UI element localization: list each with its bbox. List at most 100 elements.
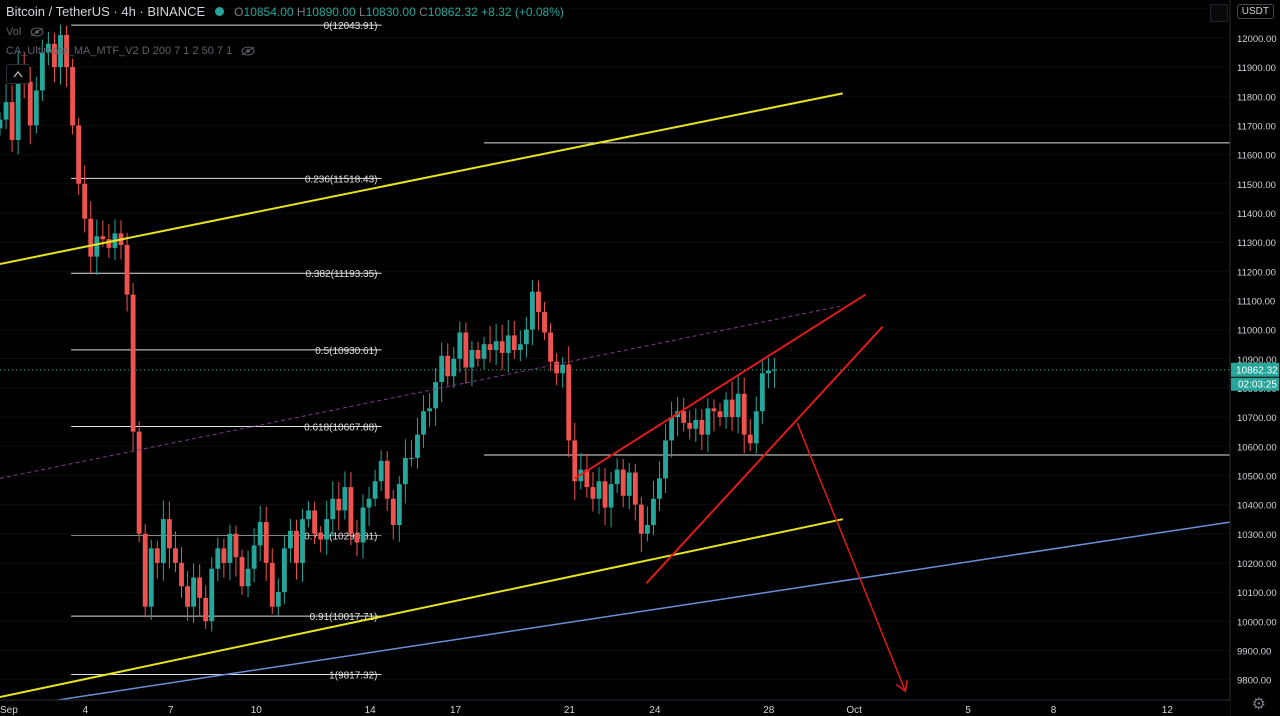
candle-body <box>614 469 620 485</box>
candle-body <box>257 522 263 546</box>
hidden-eye-icon[interactable] <box>241 46 255 56</box>
candle-body <box>439 355 445 383</box>
candle-body <box>360 507 366 543</box>
fib-level-label: 0.236(11518.43) <box>305 174 378 185</box>
currency-label[interactable]: USDT <box>1236 4 1274 19</box>
candle-body <box>342 487 348 511</box>
low-value: 10830.00 <box>365 4 416 19</box>
candle-body <box>281 548 287 593</box>
candle-body <box>590 487 596 499</box>
price-tick-label: 11500.00 <box>1237 180 1276 191</box>
candle-body <box>445 355 451 377</box>
candle-body <box>384 460 390 499</box>
fib-level-label: 0.618(10667.88) <box>304 422 377 433</box>
fibonacci-retracement[interactable]: 0(12043.91) 0.236(11518.43) 0.382(11193.35… <box>71 21 382 682</box>
candle-body <box>626 472 632 496</box>
price-tick-label: 10900.00 <box>1237 355 1277 366</box>
candle-body <box>124 245 130 295</box>
time-tick-label: 14 <box>365 705 377 716</box>
candle-body <box>554 361 560 374</box>
candle-body <box>427 408 432 412</box>
candle-body <box>481 344 487 359</box>
trendlines[interactable] <box>0 92 1231 710</box>
price-tick-label: 10600.00 <box>1237 442 1277 453</box>
candle-body <box>451 358 457 377</box>
collapse-indicators-button[interactable] <box>6 64 30 84</box>
price-axis[interactable]: 9800.00 9900.00 10000.00 10100.00 10200.00 10… <box>1229 0 1280 716</box>
candle-body <box>166 519 172 549</box>
candle-body <box>33 90 39 126</box>
candle-body <box>717 411 723 418</box>
candle-body <box>233 533 239 558</box>
candle-body <box>94 236 100 257</box>
price-tick-label: 10700.00 <box>1237 413 1277 424</box>
candle-body <box>269 562 275 607</box>
candle-body <box>735 393 741 418</box>
candle-body <box>681 411 687 423</box>
candle-body <box>39 52 45 91</box>
candle-body <box>699 420 705 435</box>
candle-body <box>0 119 3 129</box>
projection-arrow <box>796 422 905 691</box>
toolbar-square-button[interactable] <box>1210 4 1228 22</box>
candle-body <box>390 498 396 525</box>
chart-legend-header: Bitcoin / TetherUS · 4h · BINANCE O10854… <box>6 4 564 19</box>
price-tick-label: 11900.00 <box>1237 63 1276 74</box>
fib-level-label: 0.5(10930.61) <box>315 346 377 357</box>
candle-body <box>179 562 184 587</box>
candle-body <box>505 335 511 353</box>
time-tick-label: 8 <box>1051 705 1057 716</box>
candle-body <box>148 548 154 607</box>
candle-body <box>221 548 227 563</box>
candle-body <box>215 548 221 569</box>
candle-body <box>542 312 547 333</box>
time-axis[interactable]: Sep 4 7 10 14 17 21 24 28 Oct 5 8 12 <box>0 699 1230 716</box>
candle-body <box>523 329 529 345</box>
price-tick-label: 11000.00 <box>1237 326 1276 337</box>
candle-body <box>663 440 668 479</box>
candle-body <box>396 484 402 525</box>
volume-indicator[interactable]: Vol <box>6 26 44 38</box>
candle-body <box>548 332 554 362</box>
fib-level-label: 0.786(10293.81) <box>304 532 377 543</box>
candle-body <box>263 522 269 563</box>
candle-body <box>245 568 251 587</box>
candle-body <box>64 35 69 68</box>
ma-indicator[interactable]: CA_Ultimate_MA_MTF_V2 D 200 7 1 2 50 7 1 <box>6 45 255 57</box>
candle-body <box>312 510 318 534</box>
hidden-eye-icon[interactable] <box>30 27 44 37</box>
candle-body <box>330 498 336 520</box>
gear-icon[interactable]: ⚙ <box>1251 696 1266 713</box>
price-tick-label: 11400.00 <box>1237 209 1276 220</box>
candle-body <box>324 519 330 540</box>
countdown-tag <box>1231 377 1279 391</box>
candle-body <box>566 364 572 441</box>
high-value: 10890.00 <box>305 4 356 19</box>
candle-body <box>772 369 777 371</box>
candle-body <box>3 102 9 120</box>
candle-body <box>572 440 578 482</box>
candle-body <box>306 510 311 520</box>
price-tick-label: 12000.00 <box>1237 34 1277 45</box>
candle-body <box>45 43 51 53</box>
candle-body <box>765 370 771 374</box>
time-tick-label: 10 <box>251 705 263 716</box>
candle-body <box>644 525 650 534</box>
candle-body <box>657 478 662 499</box>
price-axis-background <box>1230 0 1280 716</box>
price-tick-label: 11100.00 <box>1237 296 1275 307</box>
candle-body <box>638 504 644 534</box>
price-tick-label: 11600.00 <box>1237 151 1276 162</box>
candle-body <box>76 125 82 184</box>
horizontal-lines[interactable] <box>0 142 1230 456</box>
symbol-title[interactable]: Bitcoin / TetherUS · 4h · BINANCE <box>6 4 206 19</box>
candle-body <box>191 577 197 607</box>
candle-body <box>27 81 33 126</box>
candle-body <box>741 393 747 435</box>
candle-body <box>408 457 414 459</box>
candle-body <box>669 417 675 441</box>
ma-label: CA_Ultimate_MA_MTF_V2 D 200 7 1 2 50 7 1 <box>6 45 233 57</box>
candle-body <box>154 548 160 563</box>
candle-body <box>142 533 148 607</box>
